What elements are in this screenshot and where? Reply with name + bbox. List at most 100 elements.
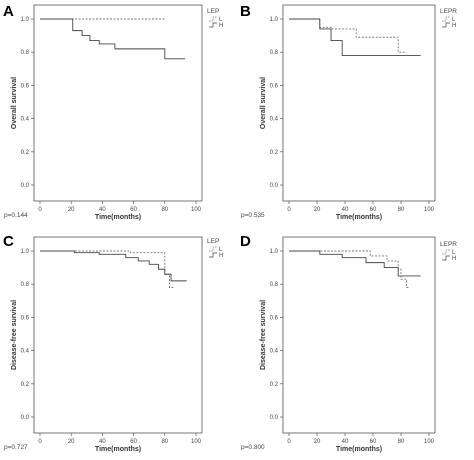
legend-title: LEP bbox=[207, 8, 219, 15]
p-value: p=0.800 bbox=[241, 444, 265, 451]
panel-letter: C bbox=[3, 233, 14, 250]
series-line-h bbox=[40, 250, 187, 282]
legend-label-l: L bbox=[452, 17, 456, 23]
series-line-h bbox=[289, 18, 421, 56]
legend-swatch-h bbox=[442, 22, 450, 28]
legend-title: LEP bbox=[207, 238, 219, 245]
series-line-l bbox=[40, 250, 175, 288]
legend-title: LEPR bbox=[440, 8, 457, 15]
x-tick-label: 100 bbox=[191, 439, 202, 445]
legend-swatch-l bbox=[442, 249, 450, 255]
x-tick-label: 80 bbox=[161, 207, 168, 213]
y-tick-label: 1.0 bbox=[21, 17, 30, 23]
x-tick-label: 80 bbox=[161, 439, 168, 445]
x-tick-label: 0 bbox=[38, 439, 42, 445]
legend-label-h: H bbox=[219, 23, 223, 29]
p-value: p=0.144 bbox=[4, 212, 28, 219]
y-tick-label: 0.4 bbox=[270, 117, 279, 123]
x-axis-label: Time(months) bbox=[336, 446, 382, 453]
y-tick-label: 0.2 bbox=[21, 382, 30, 388]
y-tick-label: 0.6 bbox=[270, 83, 279, 89]
x-tick-label: 40 bbox=[342, 207, 349, 213]
y-tick-label: 1.0 bbox=[270, 249, 279, 255]
x-tick-label: 20 bbox=[68, 207, 75, 213]
y-tick-label: 0.2 bbox=[270, 382, 279, 388]
series-line-h bbox=[40, 18, 186, 60]
legend: LEPR LH bbox=[440, 8, 457, 29]
legend-swatch-l bbox=[209, 246, 217, 252]
y-axis-label: Disease-free survival bbox=[11, 300, 18, 370]
x-tick-label: 40 bbox=[99, 207, 106, 213]
x-tick-label: 100 bbox=[424, 207, 435, 213]
x-axis-label: Time(months) bbox=[95, 214, 141, 221]
panel-b: B 0.0 0.2 0.4 0.6 0.8 1.0 0 20 40 60 80 100 Time(mont… bbox=[240, 3, 457, 221]
x-tick-label: 20 bbox=[68, 439, 75, 445]
x-axis-label: Time(months) bbox=[95, 446, 141, 453]
legend-swatch-h bbox=[442, 255, 450, 261]
panel-d: D 0.0 0.2 0.4 0.6 0.8 1.0 0 20 40 60 80 100 Time(mont… bbox=[240, 233, 457, 453]
x-tick-label: 0 bbox=[38, 207, 42, 213]
x-tick-label: 0 bbox=[287, 207, 291, 213]
plot-frame bbox=[282, 4, 436, 202]
x-tick-label: 100 bbox=[424, 439, 435, 445]
plot-frame bbox=[33, 4, 203, 202]
y-tick-label: 1.0 bbox=[21, 249, 30, 255]
series-line-h bbox=[289, 250, 421, 277]
x-tick-label: 80 bbox=[398, 439, 405, 445]
panel-a: A 0.0 0.2 0.4 0.6 0.8 1.0 0 20 40 60 80 100 Time(mont… bbox=[3, 3, 223, 221]
legend-label-h: H bbox=[219, 253, 223, 259]
legend-swatch-h bbox=[209, 22, 217, 28]
y-tick-label: 0.0 bbox=[270, 415, 279, 421]
y-tick-label: 1.0 bbox=[270, 17, 279, 23]
x-tick-label: 100 bbox=[191, 207, 202, 213]
legend-label-l: L bbox=[452, 250, 456, 256]
legend-swatch-l bbox=[442, 16, 450, 22]
panel-c: C 0.0 0.2 0.4 0.6 0.8 1.0 0 20 40 60 80 100 Time(mont… bbox=[3, 233, 223, 453]
x-axis-label: Time(months) bbox=[336, 214, 382, 221]
y-tick-label: 0.0 bbox=[21, 415, 30, 421]
x-tick-label: 40 bbox=[99, 439, 106, 445]
y-tick-label: 0.8 bbox=[21, 50, 30, 56]
legend-swatch-h bbox=[209, 252, 217, 258]
p-value: p=0.727 bbox=[4, 444, 28, 451]
series-line-l bbox=[289, 18, 407, 53]
y-tick-label: 0.0 bbox=[270, 183, 279, 189]
legend-title: LEPR bbox=[440, 241, 457, 248]
x-tick-label: 80 bbox=[398, 207, 405, 213]
y-tick-label: 0.4 bbox=[21, 349, 30, 355]
y-tick-label: 0.0 bbox=[21, 183, 30, 189]
x-tick-label: 40 bbox=[342, 439, 349, 445]
legend-label-h: H bbox=[452, 23, 456, 29]
legend-label-l: L bbox=[219, 17, 223, 23]
y-axis-label: Overall survival bbox=[260, 77, 267, 129]
series-line-l bbox=[289, 250, 410, 288]
y-tick-label: 0.4 bbox=[21, 117, 30, 123]
y-tick-label: 0.8 bbox=[270, 282, 279, 288]
plot-frame bbox=[33, 236, 203, 434]
legend: LEPR LH bbox=[440, 241, 457, 262]
panel-letter: B bbox=[240, 3, 251, 20]
y-tick-label: 0.8 bbox=[270, 50, 279, 56]
x-tick-label: 60 bbox=[130, 439, 137, 445]
plot-frame bbox=[282, 236, 436, 434]
legend-swatch-l bbox=[209, 16, 217, 22]
y-tick-label: 0.6 bbox=[21, 315, 30, 321]
p-value: p=0.535 bbox=[241, 212, 265, 219]
x-tick-label: 0 bbox=[287, 439, 291, 445]
x-tick-label: 60 bbox=[370, 207, 377, 213]
legend-label-l: L bbox=[219, 247, 223, 253]
y-tick-label: 0.6 bbox=[270, 315, 279, 321]
y-tick-label: 0.4 bbox=[270, 349, 279, 355]
y-axis-label: Disease-free survival bbox=[260, 300, 267, 370]
y-tick-label: 0.2 bbox=[21, 150, 30, 156]
panel-letter: D bbox=[240, 233, 251, 250]
x-tick-label: 20 bbox=[314, 439, 321, 445]
y-tick-label: 0.2 bbox=[270, 150, 279, 156]
x-tick-label: 60 bbox=[130, 207, 137, 213]
x-tick-label: 20 bbox=[314, 207, 321, 213]
panel-letter: A bbox=[3, 3, 14, 20]
legend-label-h: H bbox=[452, 256, 456, 262]
